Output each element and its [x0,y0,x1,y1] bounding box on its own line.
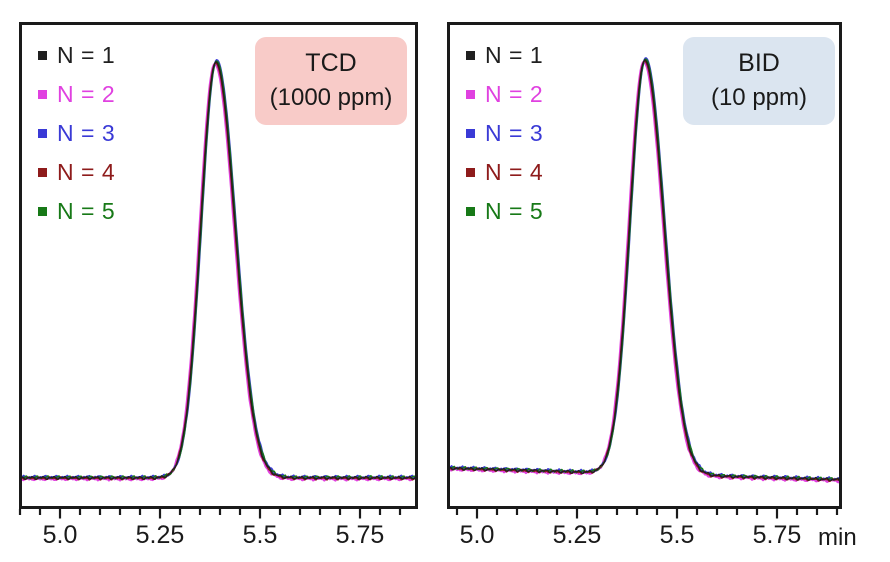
x-axis-tick-label: 5.5 [660,521,695,549]
legend-marker-square-icon [38,90,47,99]
legend-label: N = 4 [485,159,544,185]
legend-label: N = 1 [57,42,116,68]
legend-marker-square-icon [466,51,475,60]
x-axis-ticks [18,509,402,519]
legend-marker-square-icon [38,51,47,60]
legend-item-n1: N = 1 [466,36,543,75]
legend-label: N = 2 [485,81,544,107]
legend-item-n4: N = 4 [38,153,115,192]
detector-concentration: (1000 ppm) [269,84,393,111]
legend-item-n1: N = 1 [38,36,115,75]
detector-badge: BID (10 ppm) [683,37,835,125]
x-axis-tick-label: 5.25 [136,521,185,549]
legend-item-n4: N = 4 [466,153,543,192]
legend-label: N = 5 [485,198,544,224]
x-axis-tick-label: 5.0 [460,521,495,549]
legend-marker-square-icon [466,168,475,177]
legend-item-n5: N = 5 [466,192,543,231]
plot-frame [19,22,418,509]
legend-marker-square-icon [466,129,475,138]
tcd-plot: 5.0 5.25 5.5 5.75 [18,22,418,549]
legend: N = 1 N = 2 N = 3 N = 4 N = 5 [466,36,543,231]
traces [22,59,415,482]
plot-frame [447,22,842,509]
chromatogram-panel-tcd: 5.0 5.25 5.5 5.75 N = 1 N = 2 N = 3 N = 4 N = 5… [18,22,418,549]
legend-item-n3: N = 3 [466,114,543,153]
legend-label: N = 1 [485,42,544,68]
legend-label: N = 3 [485,120,544,146]
legend-marker-square-icon [38,207,47,216]
detector-badge: TCD (1000 ppm) [255,37,407,125]
legend-label: N = 2 [57,81,116,107]
x-axis-ticks [455,509,839,519]
x-axis-tick-label: 5.5 [243,521,278,549]
bid-plot: 5.0 5.25 5.5 5.75 [447,22,842,549]
detector-name: TCD [305,49,357,77]
trace-n1 [450,59,839,482]
chromatogram-panel-bid: 5.0 5.25 5.5 5.75 N = 1 N = 2 N = 3 N = 4 N = 5… [447,22,842,549]
legend-label: N = 3 [57,120,116,146]
x-axis-tick-label: 5.0 [43,521,78,549]
legend-marker-square-icon [466,90,475,99]
legend-item-n2: N = 2 [466,75,543,114]
x-axis-tick-label: 5.75 [336,521,385,549]
detector-name: BID [738,49,780,77]
detector-concentration: (10 ppm) [710,84,808,111]
legend-label: N = 5 [57,198,116,224]
x-axis-unit-label: min [818,524,857,551]
traces [450,57,839,484]
legend-item-n3: N = 3 [38,114,115,153]
legend-marker-square-icon [466,207,475,216]
x-axis-tick-label: 5.75 [753,521,802,549]
trace-n1 [22,61,415,481]
legend-marker-square-icon [38,129,47,138]
legend-marker-square-icon [38,168,47,177]
x-axis-tick-label: 5.25 [553,521,602,549]
legend-item-n5: N = 5 [38,192,115,231]
legend-item-n2: N = 2 [38,75,115,114]
legend: N = 1 N = 2 N = 3 N = 4 N = 5 [38,36,115,231]
legend-label: N = 4 [57,159,116,185]
